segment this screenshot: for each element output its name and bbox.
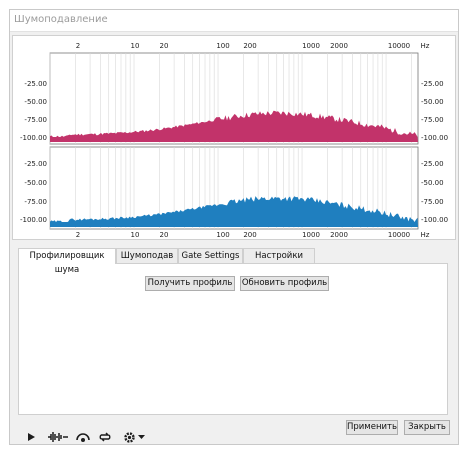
freq-label-top: 10 [131,42,140,50]
preview-icon[interactable] [75,430,91,444]
spectrum-panel: 2 10 20 100 200 1000 2000 10000 Hz 2 10 … [12,35,456,240]
hz-unit-label-bottom: Hz [421,231,430,239]
get-profile-button[interactable]: Получить профиль [145,276,235,291]
db-label-right: -100.00 [421,216,448,224]
freq-label-top: 200 [243,42,256,50]
freq-label-top: 100 [216,42,229,50]
db-label-left: -75.00 [24,116,47,124]
db-label-left: -100.00 [20,134,47,142]
db-label-right: -75.00 [421,198,444,206]
db-label-left: -25.00 [24,160,47,168]
freq-label-bottom: 2000 [330,231,348,239]
settings-gear-icon[interactable] [121,430,137,444]
db-label-left: -50.00 [24,98,47,106]
freq-label-top: 10000 [388,42,410,50]
title-bar: Шумоподавление [10,10,458,32]
freq-label-bottom: 10000 [388,231,410,239]
db-label-right: -25.00 [421,160,444,168]
freq-label-top: 2000 [330,42,348,50]
bottom-channel-spectrum [50,196,418,227]
top-channel-spectrum [50,110,418,142]
db-label-left: -100.00 [20,216,47,224]
freq-label-top: 2 [76,42,80,50]
freq-label-top: 20 [160,42,169,50]
tab-gate-settings[interactable]: Gate Settings [178,248,243,263]
freq-label-bottom: 100 [216,231,229,239]
window-title: Шумоподавление [14,14,108,25]
db-label-left: -50.00 [24,179,47,187]
db-label-right: -50.00 [421,98,444,106]
db-label-left: -75.00 [24,198,47,206]
close-button[interactable]: Закрыть [404,420,450,435]
noise-reduction-window: Шумоподавление 2 10 20 100 200 1000 2000… [9,9,459,445]
waveform-icon[interactable] [46,430,70,444]
play-icon[interactable] [24,430,38,444]
apply-button[interactable]: Применить [346,420,398,435]
noise-profiler-panel: Получить профиль Обновить профиль [18,263,448,415]
tab-window-settings[interactable]: Настройки окна [243,248,315,275]
loop-icon[interactable] [97,430,113,444]
db-label-right: -100.00 [421,134,448,142]
freq-label-bottom: 20 [160,231,169,239]
tab-noise-reduction[interactable]: Шумоподав [116,248,178,263]
tab-noise-profiler[interactable]: Профилировщик шума [18,248,116,275]
freq-label-bottom: 200 [243,231,256,239]
db-label-left: -25.00 [24,80,47,88]
update-profile-button[interactable]: Обновить профиль [240,276,329,291]
spectrum-graph: 2 10 20 100 200 1000 2000 10000 Hz 2 10 … [20,42,448,239]
db-label-right: -50.00 [421,179,444,187]
freq-label-bottom: 1000 [302,231,320,239]
dropdown-arrow-icon[interactable] [137,430,145,444]
freq-label-bottom: 10 [131,231,140,239]
db-label-right: -25.00 [421,80,444,88]
db-label-right: -75.00 [421,116,444,124]
freq-label-top: 1000 [302,42,320,50]
hz-unit-label-top: Hz [421,42,430,50]
freq-label-bottom: 2 [76,231,80,239]
